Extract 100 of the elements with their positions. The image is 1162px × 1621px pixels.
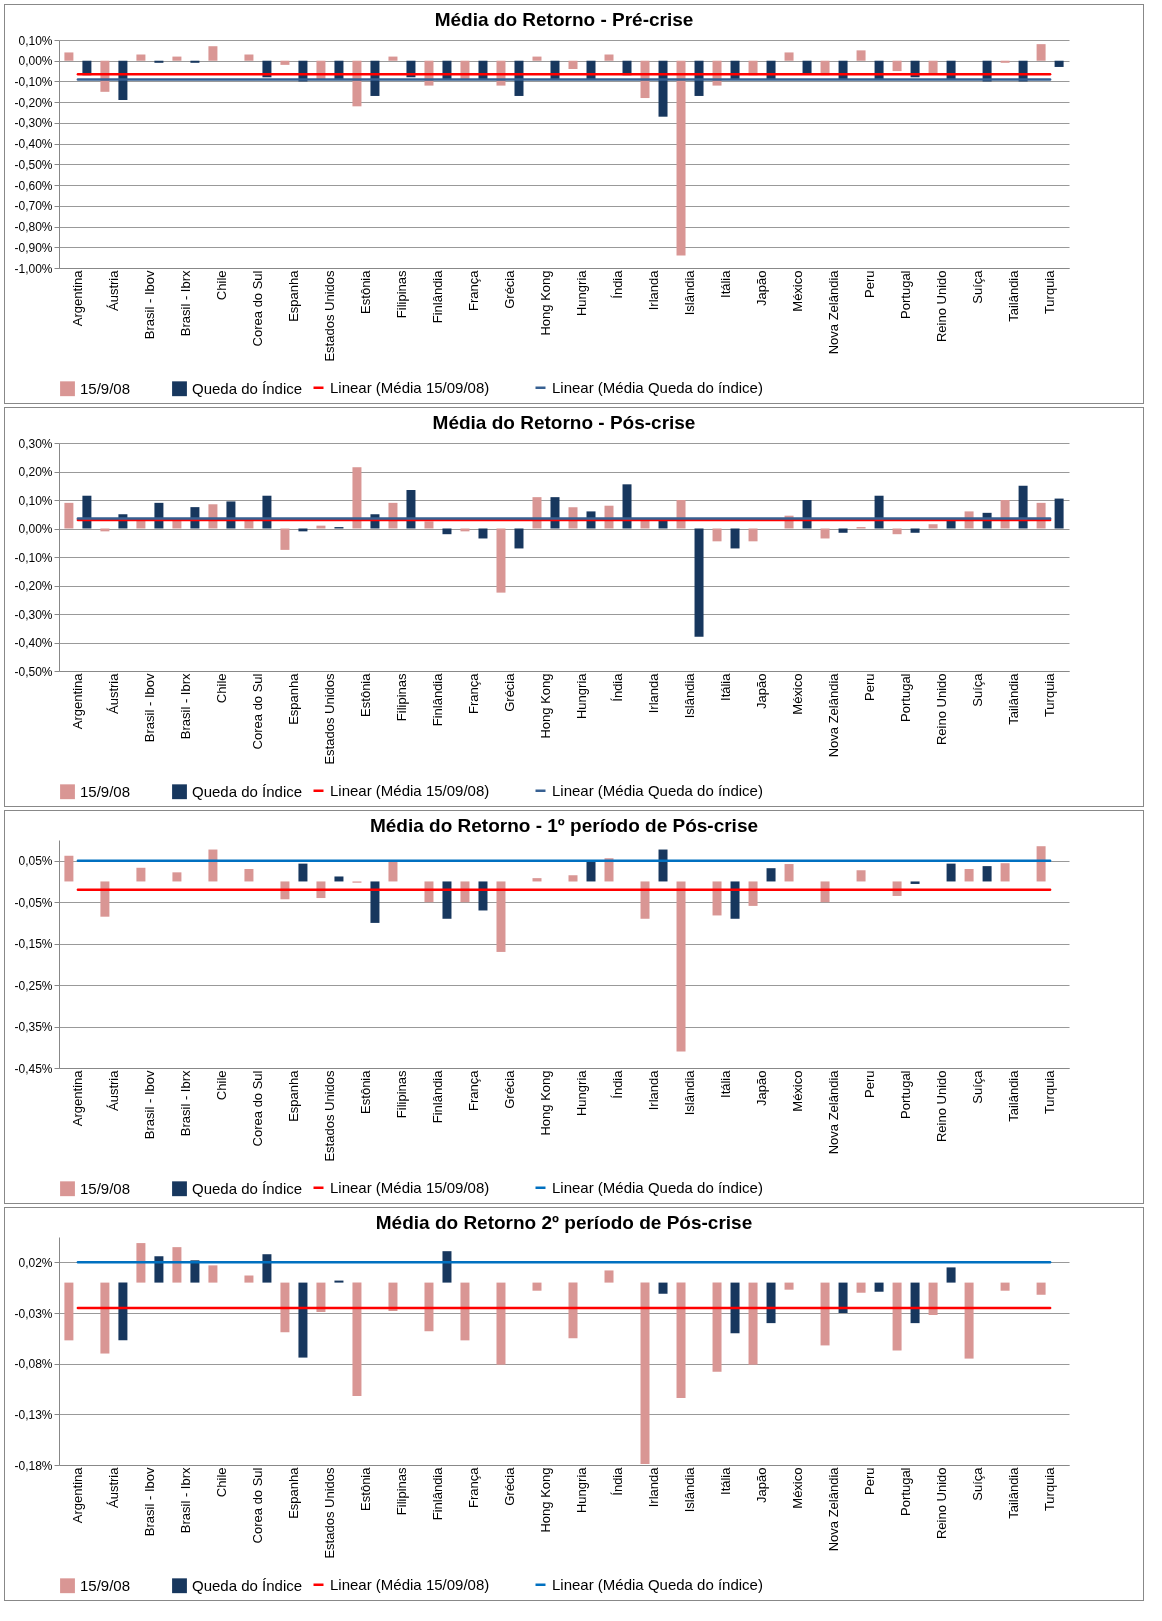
- x-tick-label: Portugal: [898, 673, 914, 722]
- x-tick-label: Japão: [754, 1070, 770, 1106]
- x-tick-label: Brasil - Ibov: [141, 1467, 157, 1537]
- x-tick-label: Grécia: [501, 1069, 517, 1109]
- legend-label: Linear (Média 15/09/08): [330, 378, 490, 396]
- y-tick-label: -0,10%: [14, 74, 53, 89]
- x-tick-label: Índia: [610, 672, 626, 702]
- x-tick-label: Suíça: [970, 269, 986, 304]
- x-tick-label: Japão: [754, 270, 770, 306]
- x-tick-label: Hungria: [574, 269, 589, 317]
- legend-label: Linear (Média 15/09/08): [330, 1575, 490, 1593]
- x-tick-label: Estônia: [357, 269, 373, 314]
- y-tick-label: -0,30%: [14, 607, 53, 622]
- x-tick-label: Reino Unido: [934, 673, 950, 746]
- x-tick-label: Estados Unidos: [321, 673, 337, 765]
- y-tick-label: -0,50%: [14, 157, 53, 172]
- x-tick-label: Áustria: [105, 1069, 121, 1111]
- x-tick-label: Irlanda: [646, 269, 662, 311]
- y-tick-label: -1,00%: [14, 261, 53, 276]
- x-tick-label: Estados Unidos: [321, 1467, 337, 1559]
- x-tick-label: Espanha: [285, 1069, 301, 1122]
- x-tick-label: Irlanda: [646, 1069, 662, 1111]
- x-tick-label: Islândia: [682, 269, 698, 316]
- x-tick-label: Índia: [610, 1466, 626, 1496]
- x-tick-label: Hungria: [574, 672, 589, 720]
- x-tick-label: Áustria: [105, 269, 121, 311]
- legend-label: Linear (Média Queda do índice): [552, 1178, 763, 1196]
- y-tick-label: -0,40%: [14, 137, 53, 152]
- x-tick-label: Estônia: [357, 1466, 373, 1511]
- y-tick-label: -0,90%: [14, 240, 53, 255]
- x-tick-label: Islândia: [682, 672, 698, 719]
- x-tick-label: Suíça: [970, 1069, 986, 1104]
- x-tick-label: Estônia: [357, 1069, 373, 1114]
- x-tick-label: Chile: [213, 1467, 229, 1498]
- x-tick-label: Hungria: [574, 1466, 589, 1514]
- y-tick-label: -0,25%: [14, 978, 53, 993]
- legend-label: Linear (Média Queda do índice): [552, 378, 763, 396]
- x-tick-label: Nova Zelândia: [826, 269, 842, 355]
- legend-label: Queda do Índice: [192, 379, 303, 397]
- x-tick-label: Turquia: [1042, 269, 1058, 315]
- y-tick-label: -0,60%: [14, 178, 53, 193]
- legend-label: Linear (Média Queda do índice): [552, 781, 763, 799]
- x-tick-label: Filipinas: [393, 1070, 409, 1119]
- x-tick-label: Islândia: [682, 1069, 698, 1116]
- y-tick-label: 0,10%: [18, 33, 53, 48]
- y-tick-label: -0,40%: [14, 636, 53, 650]
- x-tick-label: Portugal: [898, 1070, 914, 1119]
- x-tick-label: Corea do Sul: [249, 1467, 265, 1544]
- chart-title: Média do Retorno - 1º período de Pós-crise: [369, 815, 759, 836]
- x-tick-label: Nova Zelândia: [826, 1069, 842, 1155]
- x-tick-label: Japão: [754, 1467, 770, 1503]
- x-tick-label: França: [465, 1466, 481, 1508]
- x-tick-label: Argentina: [69, 1069, 85, 1127]
- y-tick-label: 0,05%: [18, 854, 53, 869]
- x-tick-label: Argentina: [69, 1466, 85, 1524]
- x-tick-label: Espanha: [285, 672, 301, 725]
- y-tick-label: -0,03%: [14, 1306, 53, 1321]
- x-tick-label: Áustria: [105, 1466, 121, 1508]
- x-tick-label: Suíça: [970, 1466, 986, 1501]
- y-tick-label: -0,45%: [14, 1061, 53, 1076]
- y-tick-label: -0,30%: [14, 116, 53, 131]
- x-tick-label: México: [790, 1467, 806, 1509]
- x-tick-label: Espanha: [285, 1466, 301, 1519]
- x-tick-label: Turquia: [1042, 1466, 1058, 1512]
- legend-label: 15/9/08: [80, 782, 131, 800]
- x-tick-label: Finlândia: [429, 269, 445, 324]
- x-tick-label: Nova Zelândia: [826, 1466, 842, 1552]
- x-tick-label: Filipinas: [393, 673, 409, 722]
- x-tick-label: Brasil - Ibrx: [177, 673, 193, 740]
- x-tick-label: Filipinas: [393, 270, 409, 319]
- x-tick-label: Hungria: [574, 1069, 589, 1117]
- x-tick-label: Suíça: [970, 672, 986, 707]
- x-tick-label: México: [790, 1070, 806, 1112]
- x-tick-label: México: [790, 270, 806, 312]
- x-tick-label: Portugal: [898, 1467, 914, 1516]
- x-tick-label: Irlanda: [646, 672, 662, 714]
- x-tick-label: Corea do Sul: [249, 673, 265, 750]
- x-tick-label: Tailândia: [1006, 1466, 1022, 1519]
- y-tick-label: -0,13%: [14, 1407, 53, 1422]
- x-tick-label: Brasil - Ibrx: [177, 1070, 193, 1137]
- y-tick-label: -0,08%: [14, 1357, 53, 1372]
- legend-label: Linear (Média 15/09/08): [330, 781, 490, 799]
- x-tick-label: Turquia: [1042, 1069, 1058, 1115]
- x-tick-label: Brasil - Ibov: [141, 270, 157, 340]
- x-tick-label: Reino Unido: [934, 270, 950, 343]
- x-tick-label: Brasil - Ibov: [141, 1070, 157, 1140]
- x-tick-label: Japão: [754, 673, 770, 709]
- legend-label: 15/9/08: [80, 379, 131, 397]
- x-tick-label: Chile: [213, 1070, 229, 1101]
- legend-label: 15/9/08: [80, 1179, 131, 1197]
- legend-label: Queda do Índice: [192, 782, 303, 800]
- legend-label: Queda do Índice: [192, 1576, 303, 1594]
- x-tick-label: Peru: [862, 1070, 878, 1098]
- x-tick-label: França: [465, 269, 481, 311]
- x-tick-label: Itália: [718, 672, 734, 701]
- x-tick-label: Grécia: [501, 672, 517, 712]
- x-tick-label: Índia: [610, 269, 626, 299]
- x-tick-label: Tailândia: [1006, 672, 1022, 725]
- y-tick-label: -0,05%: [14, 895, 53, 910]
- x-tick-label: Hong Kong: [538, 1467, 553, 1533]
